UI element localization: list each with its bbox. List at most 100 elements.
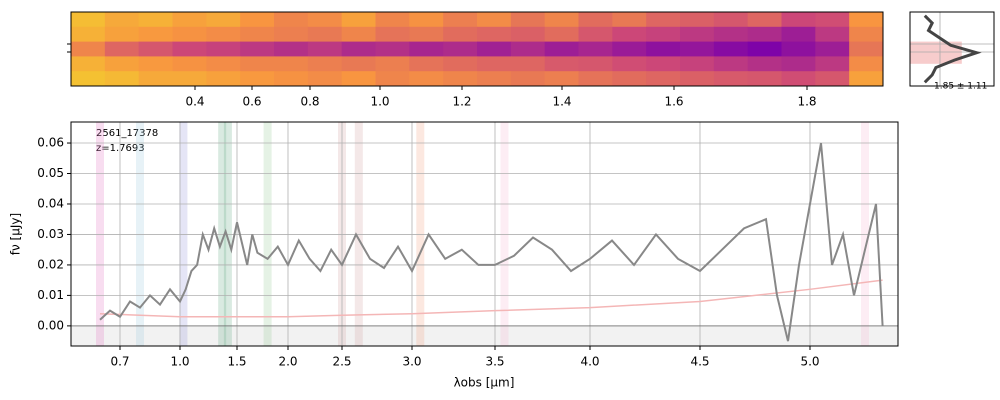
heatmap-cell bbox=[71, 56, 106, 72]
heatmap-cell bbox=[240, 26, 275, 43]
heatmap-cell bbox=[138, 12, 173, 28]
plot-area bbox=[71, 122, 898, 346]
y-tick-label: 0.05 bbox=[37, 166, 64, 180]
line-band bbox=[416, 122, 425, 346]
x-tick-label: 2.0 bbox=[278, 355, 297, 369]
x-tick-label: 5.0 bbox=[800, 355, 819, 369]
heatmap-cell bbox=[240, 71, 275, 87]
heatmap-cell bbox=[849, 12, 884, 28]
y-tick-label: 0.00 bbox=[37, 318, 64, 332]
error-line bbox=[99, 279, 883, 318]
x-tick-label: 1.2 bbox=[452, 95, 471, 109]
heatmap-cell bbox=[341, 56, 376, 72]
heatmap-cell bbox=[341, 71, 376, 87]
heatmap-cell bbox=[680, 71, 715, 87]
heatmap-cell bbox=[443, 41, 478, 57]
heatmap-cell bbox=[544, 12, 579, 28]
heatmap-cell bbox=[815, 26, 850, 43]
heatmap-cell bbox=[680, 26, 715, 43]
line-band bbox=[218, 122, 227, 346]
y-axis-label: fν [μJy] bbox=[9, 213, 23, 255]
heatmap-cell bbox=[849, 71, 884, 87]
heatmap-cell bbox=[375, 71, 410, 87]
heatmap-cell bbox=[815, 12, 850, 28]
heatmap-cell bbox=[477, 56, 512, 72]
heatmap-cell bbox=[341, 41, 376, 57]
heatmap-cell bbox=[815, 41, 850, 57]
heatmap-cell bbox=[274, 41, 309, 57]
heatmap-cell bbox=[443, 26, 478, 43]
heatmap-cell bbox=[375, 56, 410, 72]
spectrum-line bbox=[99, 142, 884, 342]
heatmap-cell bbox=[172, 41, 207, 57]
heatmap-cell bbox=[206, 41, 241, 57]
heatmap-cell bbox=[104, 56, 140, 72]
x-tick-label: 1.0 bbox=[370, 95, 389, 109]
heatmap-cell bbox=[172, 12, 207, 28]
heatmap-cell bbox=[849, 41, 884, 57]
x-tick-label: 1.6 bbox=[664, 95, 683, 109]
heatmap-cell bbox=[477, 71, 512, 87]
heatmap-cell bbox=[409, 56, 444, 72]
heatmap-cell bbox=[307, 71, 343, 87]
heatmap-cell bbox=[612, 12, 647, 28]
heatmap-cell bbox=[612, 56, 647, 72]
heatmap-cell bbox=[578, 26, 613, 43]
heatmap-cell bbox=[510, 56, 546, 72]
heatmap-cell bbox=[71, 71, 106, 87]
fit-fill bbox=[910, 41, 962, 64]
image-frame bbox=[70, 11, 884, 87]
y-tick-label: 0.06 bbox=[37, 136, 64, 150]
heatmap-cell bbox=[680, 12, 715, 28]
profile-frame bbox=[909, 11, 995, 87]
heatmap-cell bbox=[646, 26, 681, 43]
object-id: 2561_17378 bbox=[96, 128, 158, 139]
heatmap-cell bbox=[612, 71, 647, 87]
heatmap-cell bbox=[341, 12, 376, 28]
heatmap-cell bbox=[138, 41, 173, 57]
heatmap-cell bbox=[747, 12, 782, 28]
heatmap-cell bbox=[713, 41, 749, 57]
x-tick-label: 4.5 bbox=[690, 355, 709, 369]
heatmap-cell bbox=[713, 71, 749, 87]
line-band bbox=[223, 122, 232, 346]
heatmap-cell bbox=[240, 41, 275, 57]
heatmap-cell bbox=[138, 71, 173, 87]
heatmap-cell bbox=[206, 26, 241, 43]
heatmap-cell bbox=[375, 26, 410, 43]
heatmap-cell bbox=[409, 41, 444, 57]
heatmap-cell bbox=[477, 12, 512, 28]
heatmap-cell bbox=[578, 71, 613, 87]
heatmap-cell bbox=[341, 26, 376, 43]
heatmap-cell bbox=[307, 26, 343, 43]
heatmap-cell bbox=[578, 12, 613, 28]
y-tick-label: 0.04 bbox=[37, 196, 64, 210]
heatmap-cell bbox=[781, 26, 816, 43]
heatmap-cell bbox=[104, 41, 140, 57]
heatmap-cell bbox=[612, 26, 647, 43]
heatmap-cell bbox=[71, 12, 106, 28]
heatmap-cell bbox=[240, 56, 275, 72]
heatmap-cell bbox=[71, 41, 106, 57]
x-tick-label: 1.0 bbox=[170, 355, 189, 369]
heatmap-cell bbox=[815, 71, 850, 87]
heatmap-cell bbox=[680, 56, 715, 72]
heatmap-cell bbox=[646, 12, 681, 28]
heatmap-cell bbox=[781, 71, 816, 87]
heatmap-cell bbox=[544, 71, 579, 87]
y-tick-label: 0.03 bbox=[37, 227, 64, 241]
line-band bbox=[354, 122, 363, 346]
x-tick-label: 1.5 bbox=[227, 355, 246, 369]
heatmap-cell bbox=[240, 12, 275, 28]
x-tick-label: 2.5 bbox=[332, 355, 351, 369]
x-tick-label: 1.8 bbox=[797, 95, 816, 109]
heatmap-cell bbox=[172, 71, 207, 87]
heatmap-cell bbox=[375, 41, 410, 57]
x-tick-label: 0.7 bbox=[110, 355, 129, 369]
line-band bbox=[861, 122, 869, 346]
heatmap-cell bbox=[307, 12, 343, 28]
heatmap-cell bbox=[510, 12, 546, 28]
heatmap-cell bbox=[849, 56, 884, 72]
heatmap-cell bbox=[307, 56, 343, 72]
